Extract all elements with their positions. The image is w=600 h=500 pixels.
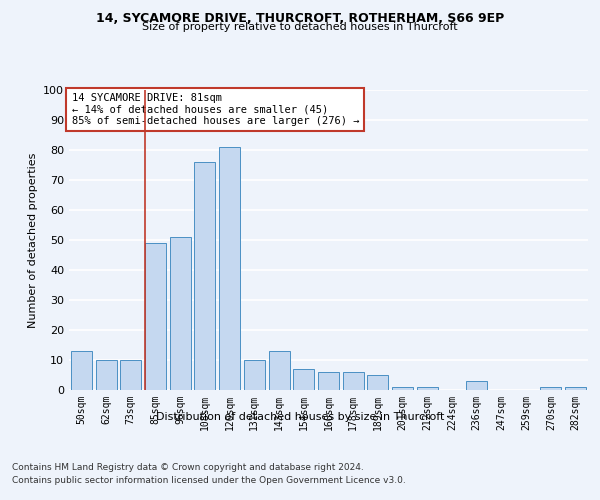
Text: Contains public sector information licensed under the Open Government Licence v3: Contains public sector information licen… [12, 476, 406, 485]
Bar [541, 387, 562, 390]
Bar [269, 351, 290, 390]
Bar [417, 387, 438, 390]
Bar [367, 375, 388, 390]
Text: 14, SYCAMORE DRIVE, THURCROFT, ROTHERHAM, S66 9EP: 14, SYCAMORE DRIVE, THURCROFT, ROTHERHAM… [96, 12, 504, 26]
Bar [71, 351, 92, 390]
Bar [145, 243, 166, 390]
Bar [466, 381, 487, 390]
Text: Distribution of detached houses by size in Thurcroft: Distribution of detached houses by size … [156, 412, 444, 422]
Text: Size of property relative to detached houses in Thurcroft: Size of property relative to detached ho… [142, 22, 458, 32]
Bar [95, 360, 116, 390]
Bar [244, 360, 265, 390]
Y-axis label: Number of detached properties: Number of detached properties [28, 152, 38, 328]
Bar [392, 387, 413, 390]
Bar [219, 147, 240, 390]
Text: 14 SYCAMORE DRIVE: 81sqm
← 14% of detached houses are smaller (45)
85% of semi-d: 14 SYCAMORE DRIVE: 81sqm ← 14% of detach… [71, 93, 359, 126]
Bar [293, 369, 314, 390]
Bar [194, 162, 215, 390]
Bar [170, 237, 191, 390]
Bar [565, 387, 586, 390]
Bar [343, 372, 364, 390]
Bar [318, 372, 339, 390]
Bar [120, 360, 141, 390]
Text: Contains HM Land Registry data © Crown copyright and database right 2024.: Contains HM Land Registry data © Crown c… [12, 462, 364, 471]
